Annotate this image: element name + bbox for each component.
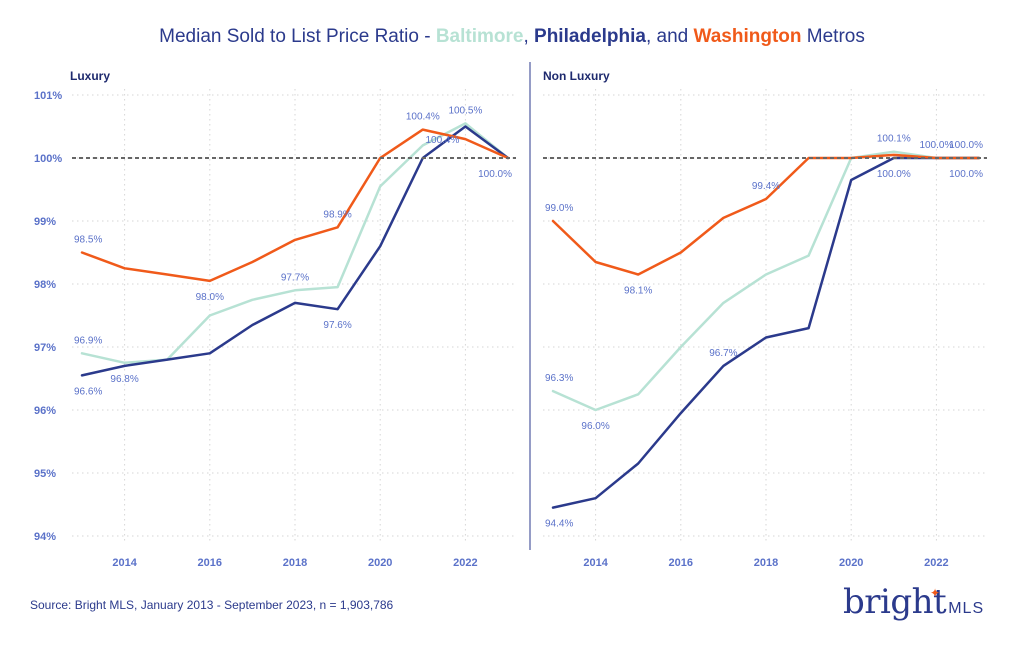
series-line-baltimore	[551, 150, 981, 412]
data-label: 99.0%	[545, 203, 573, 214]
chart-title: Median Sold to List Price Ratio - Baltim…	[0, 26, 1024, 48]
data-label: 100.0%	[478, 169, 512, 180]
data-label: 94.4%	[545, 519, 573, 530]
data-label: 98.5%	[74, 235, 102, 246]
data-label: 100.0%	[949, 169, 983, 180]
y-tick-label: 96%	[34, 405, 56, 417]
title-sep1: ,	[523, 26, 535, 47]
x-tick-label: 2016	[198, 557, 222, 569]
y-tick-label: 97%	[34, 342, 56, 354]
data-label: 100.0%	[949, 140, 983, 151]
title-baltimore: Baltimore	[435, 26, 524, 47]
bright-mls-logo: bright MLS ✦	[843, 582, 1013, 622]
y-tick-label: 99%	[34, 216, 56, 228]
x-tick-label: 2020	[368, 557, 392, 569]
data-label: 98.1%	[624, 286, 652, 297]
logo-word: bright	[843, 582, 947, 622]
panel-title: Luxury	[70, 69, 110, 83]
data-label: 99.4%	[752, 181, 780, 192]
data-label: 98.9%	[323, 209, 351, 220]
data-label: 100.1%	[877, 134, 911, 145]
data-label: 100.4%	[425, 135, 459, 146]
x-tick-label: 2016	[669, 557, 693, 569]
logo-suffix: MLS	[948, 600, 985, 617]
y-tick-label: 98%	[34, 279, 56, 291]
data-label: 96.7%	[709, 348, 737, 359]
title-washington: Washington	[693, 26, 802, 47]
y-tick-label: 101%	[34, 90, 62, 102]
title-suffix: Metros	[801, 26, 865, 47]
x-tick-label: 2014	[583, 557, 608, 569]
data-label: 97.7%	[281, 272, 309, 283]
data-label: 96.6%	[74, 386, 102, 397]
x-tick-label: 2018	[283, 557, 307, 569]
data-label: 100.0%	[877, 169, 911, 180]
data-label: 97.6%	[323, 320, 351, 331]
x-tick-label: 2022	[924, 557, 948, 569]
data-label: 100.5%	[448, 105, 482, 116]
x-tick-label: 2014	[112, 557, 137, 569]
data-label: 98.0%	[196, 292, 224, 303]
title-philadelphia: Philadelphia	[534, 26, 646, 47]
logo-star-icon: ✦	[930, 586, 941, 600]
series-line-washington	[80, 128, 510, 283]
chart-canvas: Luxury 94% 95% 96% 97% 98% 99% 100% 101% 2014 2016…	[34, 62, 987, 569]
y-tick-label: 95%	[34, 468, 56, 480]
panel-title: Non Luxury	[543, 69, 610, 83]
x-tick-label: 2018	[754, 557, 778, 569]
data-label: 96.0%	[581, 421, 609, 432]
title-sep2: , and	[645, 26, 694, 47]
series-line-washington	[551, 153, 981, 276]
source-note: Source: Bright MLS, January 2013 - Septe…	[30, 598, 394, 612]
data-label: 100.0%	[919, 140, 953, 151]
data-label: 96.8%	[110, 374, 138, 385]
y-tick-label: 100%	[34, 153, 62, 165]
x-tick-label: 2020	[839, 557, 863, 569]
data-label: 96.3%	[545, 373, 573, 384]
data-label: 96.9%	[74, 335, 102, 346]
y-tick-label: 94%	[34, 531, 56, 543]
series-line-philadelphia	[80, 125, 510, 377]
title-prefix: Median Sold to List Price Ratio -	[159, 26, 436, 47]
data-label: 100.4%	[406, 112, 440, 123]
x-tick-label: 2022	[453, 557, 477, 569]
